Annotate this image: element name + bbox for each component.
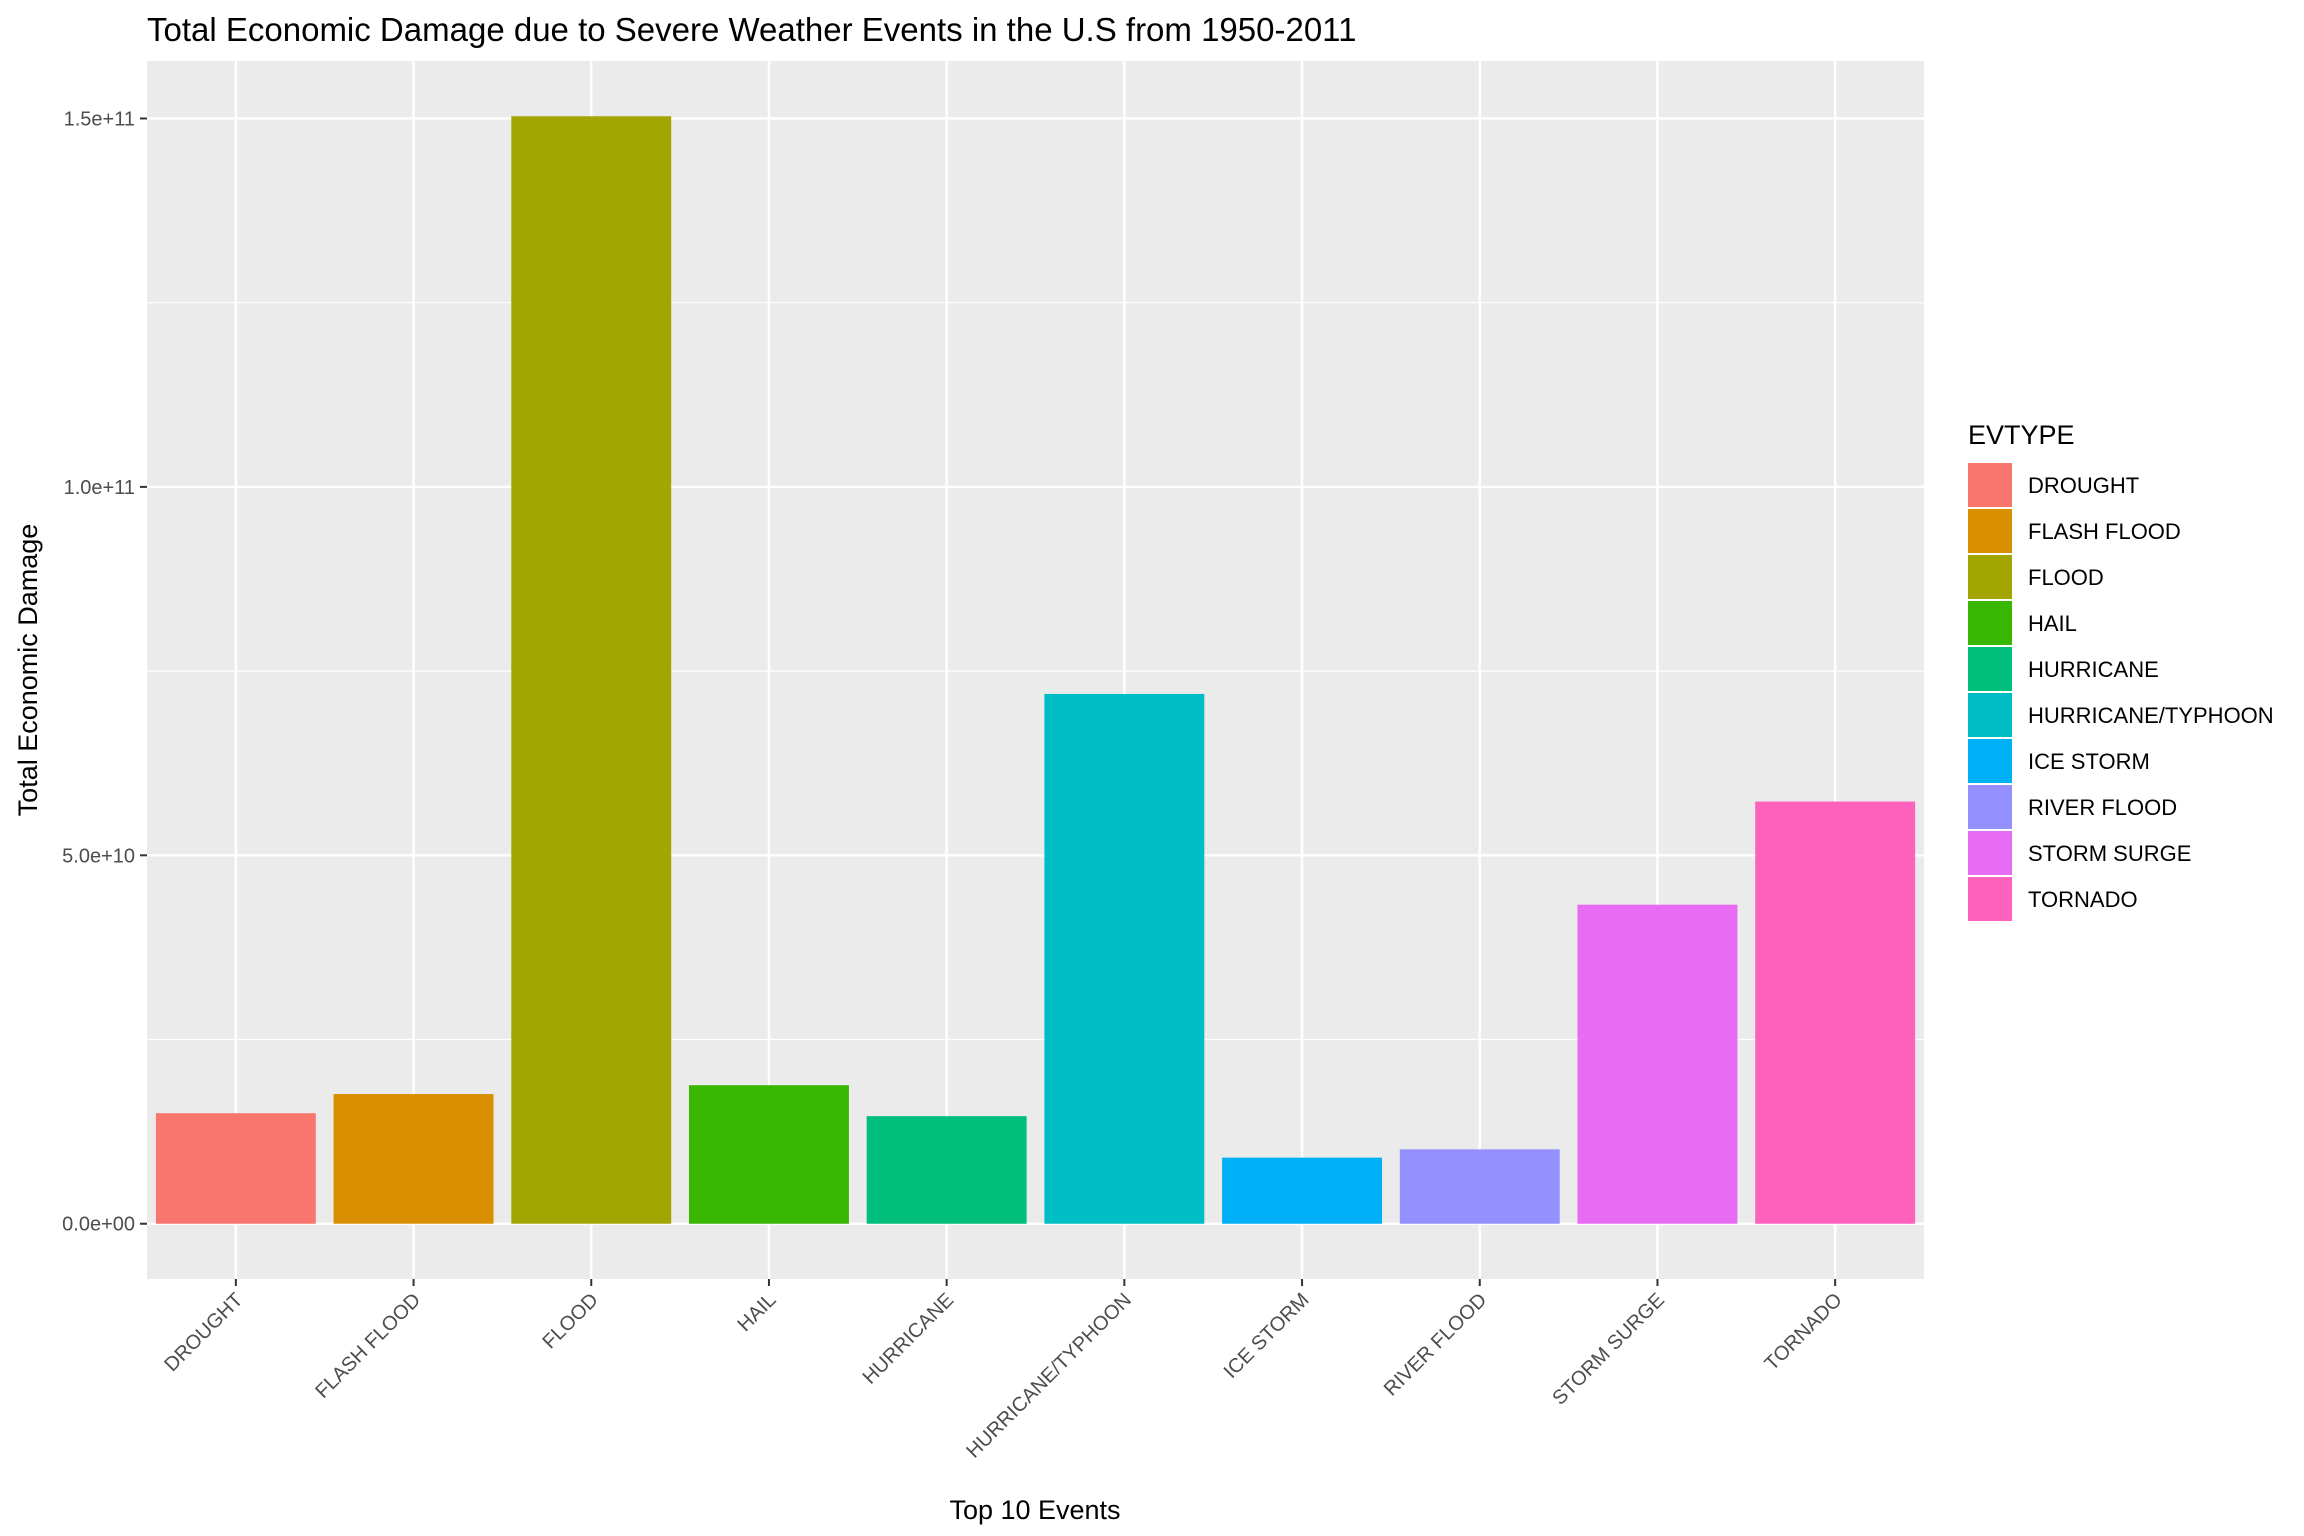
bar <box>1577 904 1738 1224</box>
legend-key <box>1968 831 2012 875</box>
y-tick-label: 1.5e+11 <box>64 108 135 130</box>
legend-key <box>1968 693 2012 737</box>
bar <box>1399 1149 1560 1224</box>
legend-label: ICE STORM <box>2028 749 2150 774</box>
bar <box>1222 1157 1383 1224</box>
legend-title: EVTYPE <box>1968 420 2075 450</box>
x-axis: DROUGHT FLASH FLOOD FLOOD HAIL HURRICANE HURR… <box>160 1279 1847 1462</box>
legend-key <box>1968 555 2012 599</box>
legend: EVTYPE DROUGHT FLASH FLOOD FLOOD HAIL HURRIC… <box>1968 420 2274 921</box>
legend-label: FLOOD <box>2028 565 2104 590</box>
legend-key <box>1968 739 2012 783</box>
x-tick-label: FLASH FLOOD <box>311 1289 425 1403</box>
x-tick-label: TORNADO <box>1761 1289 1847 1375</box>
legend-key <box>1968 601 2012 645</box>
x-tick-label: HAIL <box>733 1289 780 1336</box>
x-tick-label: RIVER FLOOD <box>1380 1289 1491 1400</box>
legend-key <box>1968 647 2012 691</box>
x-tick-label: ICE STORM <box>1220 1289 1314 1383</box>
legend-key <box>1968 509 2012 553</box>
bar <box>1044 693 1205 1224</box>
x-tick-label: STORM SURGE <box>1548 1289 1669 1410</box>
y-tick-label: 1.0e+11 <box>64 477 135 499</box>
legend-label: DROUGHT <box>2028 473 2139 498</box>
x-axis-title: Top 10 Events <box>949 1495 1120 1525</box>
x-tick-label: DROUGHT <box>160 1289 247 1376</box>
bar <box>1755 801 1916 1224</box>
y-tick-label: 0.0e+00 <box>62 1214 135 1236</box>
bar <box>333 1094 494 1224</box>
legend-label: TORNADO <box>2028 887 2138 912</box>
x-tick-label: HURRICANE/TYPHOON <box>962 1289 1135 1462</box>
legend-label: FLASH FLOOD <box>2028 519 2181 544</box>
bars-group <box>155 116 1916 1224</box>
legend-key <box>1968 463 2012 507</box>
legend-label: HAIL <box>2028 611 2077 636</box>
legend-key <box>1968 877 2012 921</box>
x-tick-label: HURRICANE <box>859 1289 959 1389</box>
legend-label: RIVER FLOOD <box>2028 795 2177 820</box>
legend-label: STORM SURGE <box>2028 841 2191 866</box>
bar <box>155 1113 316 1224</box>
bar <box>511 116 672 1224</box>
chart-title: Total Economic Damage due to Severe Weat… <box>147 11 1356 48</box>
bar <box>866 1116 1027 1224</box>
y-axis: 0.0e+00 5.0e+10 1.0e+11 1.5e+11 <box>62 108 147 1236</box>
y-tick-label: 5.0e+10 <box>62 845 135 867</box>
x-tick-label: FLOOD <box>539 1289 603 1353</box>
legend-label: HURRICANE <box>2028 657 2159 682</box>
legend-label: HURRICANE/TYPHOON <box>2028 703 2274 728</box>
y-axis-title: Total Economic Damage <box>13 524 43 817</box>
legend-items: DROUGHT FLASH FLOOD FLOOD HAIL HURRICANE HURR… <box>1968 463 2274 921</box>
legend-key <box>1968 785 2012 829</box>
bar <box>688 1085 849 1224</box>
